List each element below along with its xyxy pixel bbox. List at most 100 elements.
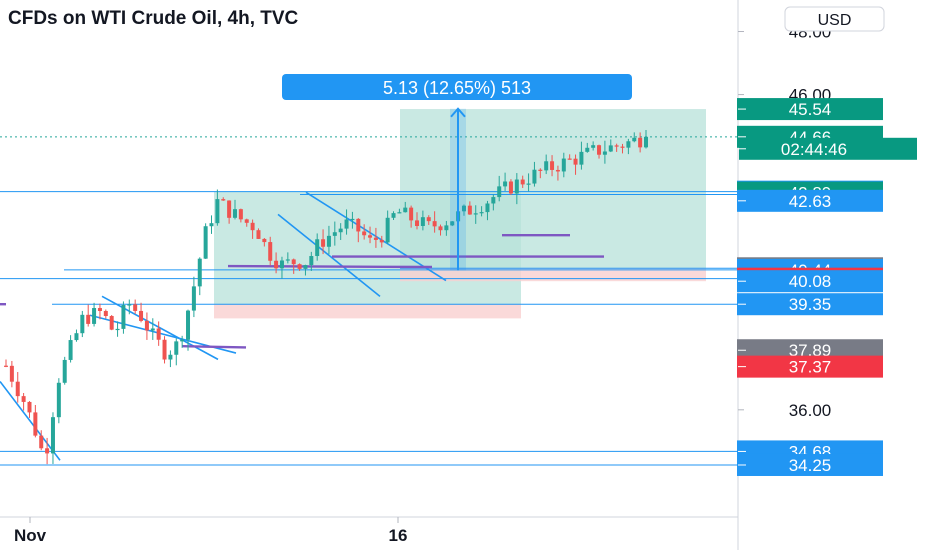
candle[interactable] [391,211,396,220]
price-label[interactable]: 40.08 [737,270,883,293]
candle[interactable] [156,321,161,346]
candle[interactable] [174,338,179,366]
candle[interactable] [602,140,607,164]
candle[interactable] [9,360,14,388]
candle[interactable] [150,318,155,340]
candle[interactable] [467,201,472,215]
price-label[interactable]: 45.54 [737,98,883,121]
candle[interactable] [127,299,132,315]
candle[interactable] [244,218,249,227]
time-axis[interactable]: Nov 16 [0,516,738,545]
candle[interactable] [368,226,373,244]
candle[interactable] [350,211,355,229]
range-line-1[interactable] [227,264,433,269]
candle[interactable] [567,154,572,160]
candle[interactable] [203,223,208,259]
candle[interactable] [50,412,55,464]
candle[interactable] [139,302,144,323]
candle[interactable] [39,430,44,451]
candle[interactable] [344,209,349,235]
candle[interactable] [591,141,596,151]
candle[interactable] [385,210,390,245]
candle[interactable] [420,210,425,231]
candle[interactable] [550,155,555,177]
candle[interactable] [133,299,138,314]
candle[interactable] [332,221,337,246]
price-label[interactable]: 02:44:46 [738,137,917,160]
candle[interactable] [415,212,420,230]
trend-line-4[interactable] [277,213,381,297]
price-label[interactable]: 42.63 [737,189,883,212]
candle[interactable] [338,223,343,240]
candle[interactable] [221,197,226,201]
candle[interactable] [121,301,126,334]
candle[interactable] [397,208,402,214]
candle[interactable] [33,404,38,438]
measure-label-box[interactable] [282,74,632,100]
candle[interactable] [491,194,496,211]
range-line-0[interactable] [181,344,247,349]
candle[interactable] [209,215,214,234]
candle[interactable] [585,142,590,153]
candle[interactable] [262,237,267,247]
candle[interactable] [626,138,631,155]
candle[interactable] [379,235,384,248]
trend-line-0[interactable] [0,380,61,461]
candle[interactable] [514,173,519,205]
candle[interactable] [144,312,149,340]
candle[interactable] [497,175,502,202]
candle[interactable] [555,165,560,181]
candle[interactable] [432,211,437,233]
candle[interactable] [115,321,120,337]
candle[interactable] [303,264,308,276]
currency-button[interactable]: USD [784,6,885,32]
candle[interactable] [74,329,79,342]
candle[interactable] [279,256,284,279]
candle[interactable] [297,263,302,271]
candle[interactable] [620,143,625,154]
candle[interactable] [479,206,484,217]
candle[interactable] [508,179,513,195]
candle[interactable] [62,356,67,385]
candle[interactable] [644,129,648,149]
candle[interactable] [291,258,296,274]
candle[interactable] [356,218,361,243]
candles[interactable] [4,129,648,465]
candle[interactable] [544,154,549,175]
candle[interactable] [191,276,196,318]
candle[interactable] [362,224,367,240]
candle[interactable] [561,152,566,178]
candle[interactable] [256,228,261,239]
candle[interactable] [15,371,20,403]
candle[interactable] [285,252,290,264]
candle[interactable] [638,132,643,153]
candle[interactable] [162,336,167,364]
candle[interactable] [608,139,613,153]
candle[interactable] [579,141,584,170]
candle[interactable] [438,224,443,236]
candle[interactable] [409,205,414,228]
candle[interactable] [373,227,378,248]
candle[interactable] [632,132,637,143]
candle[interactable] [227,200,232,224]
candle[interactable] [450,221,455,227]
candle[interactable] [180,335,185,348]
candle[interactable] [27,401,32,418]
candle[interactable] [92,302,97,327]
candle[interactable] [485,200,490,221]
candle[interactable] [21,392,26,411]
candle[interactable] [473,205,478,224]
candle[interactable] [461,204,466,216]
candle[interactable] [45,437,50,465]
candle[interactable] [321,229,326,255]
candle[interactable] [250,219,255,239]
candle[interactable] [103,309,108,319]
candle[interactable] [186,309,191,351]
candle[interactable] [326,225,331,255]
candle[interactable] [520,175,525,188]
candle[interactable] [238,208,243,223]
candle[interactable] [538,168,543,179]
trend-line-2[interactable] [101,295,219,361]
candle[interactable] [97,303,102,320]
candle[interactable] [503,172,508,191]
